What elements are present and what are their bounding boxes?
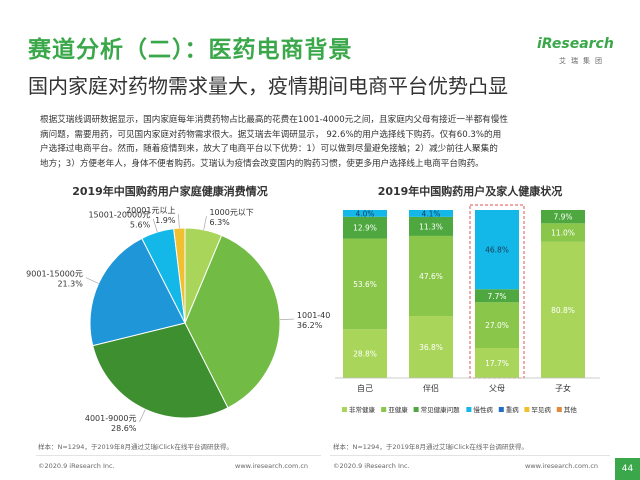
bar-value-label: 12.9% — [353, 224, 377, 233]
stacked-bar-chart: 28.8% 53.6% 12.9% 4.0% 36.8% 47.6% 11.3% 4.1% 17… — [335, 204, 600, 414]
bar-segment — [541, 241, 585, 378]
pie-slice-label: 4001-9000元 — [85, 414, 137, 423]
pie-slice-label: 1001-4000元 — [297, 311, 330, 320]
pie-value-label: 21.3% — [57, 280, 83, 289]
legend-label: 常见健康问题 — [421, 405, 461, 414]
pie-value-label: 28.6% — [111, 424, 137, 433]
legend-swatch — [498, 407, 504, 412]
pie-chart-title: 2019年中国购药用户家庭健康消费情况 — [72, 185, 268, 198]
bar-value-label: 11.3% — [419, 222, 443, 231]
footer-copyright: ©2020.9 iResearch Inc. — [333, 462, 410, 470]
bar-segment — [409, 210, 453, 217]
paragraph-line: 病问题，需要用药，可见国内家庭对药物需求很大。据艾瑞去年调研显示， 92.6%的… — [40, 129, 502, 140]
footer-copyright: ©2020.9 iResearch Inc. — [38, 462, 115, 470]
intro-paragraph: 根据艾瑞线调研数据显示，国内家庭每年消费药物占比最高的花费在1001-4000元… — [40, 113, 600, 171]
pie-slice-label: 9001-15000元 — [26, 270, 83, 279]
bar-chart-note: 样本：N=1294，于2019年8月通过艾瑞iClick在线平台调研获得。 — [333, 443, 528, 451]
page-title: 赛道分析（二）：医药电商背景 — [28, 37, 353, 63]
pie-slice — [184, 234, 281, 409]
x-tick-label: 子女 — [555, 383, 571, 393]
bar-value-label: 11.0% — [551, 229, 575, 238]
pie-value-label: 6.3% — [209, 218, 230, 227]
page-number: 44 — [615, 458, 640, 480]
legend-label: 非常健康 — [349, 405, 376, 414]
pie-leader-line — [203, 216, 207, 230]
footer-divider — [36, 455, 321, 456]
bar-value-label: 17.7% — [485, 359, 509, 368]
bar-segment — [343, 238, 387, 330]
bar-value-label: 46.8% — [485, 246, 509, 255]
legend-label: 罕见病 — [531, 405, 551, 414]
bar-segment — [475, 210, 519, 290]
bar-value-label: 80.8% — [551, 306, 575, 315]
pie-value-label: 1.9% — [155, 216, 176, 225]
bar-segment — [409, 216, 453, 236]
pie-slice-label: 15001-20000元 — [88, 211, 150, 220]
bar-value-label: 53.6% — [353, 280, 377, 289]
highlight-box — [469, 204, 525, 379]
bar-value-label: 4.0% — [355, 209, 374, 218]
footer-divider — [330, 455, 610, 456]
pie-leader-line — [152, 218, 158, 233]
x-tick-label: 伴侣 — [423, 383, 439, 393]
bar-value-label: 7.9% — [553, 213, 572, 222]
bar-chart-title: 2019年中国购药用户及家人健康状况 — [377, 185, 563, 198]
legend-label: 重病 — [506, 405, 520, 414]
bar-value-label: 28.8% — [353, 350, 377, 359]
bar-segment — [343, 210, 387, 217]
bar-value-label: 47.6% — [419, 272, 443, 281]
bar-segment — [541, 210, 585, 224]
paragraph-line: 根据艾瑞线调研数据显示，国内家庭每年消费药物占比最高的花费在1001-4000元… — [40, 115, 508, 125]
pie-leader-line — [178, 214, 180, 229]
logo-text: iResearch — [537, 36, 614, 52]
bar-segment — [475, 302, 519, 349]
iresearch-logo: iResearch 艾瑞集团 — [531, 36, 614, 76]
pie-leader-line — [139, 409, 146, 423]
pie-slice-label: 1000元以下 — [209, 208, 253, 217]
bar-segment — [541, 223, 585, 242]
bar-segment — [343, 329, 387, 378]
bar-value-label: 36.8% — [419, 343, 443, 352]
bar-segment — [343, 216, 387, 239]
legend-swatch — [342, 407, 347, 412]
bar-segment — [409, 316, 453, 378]
paragraph-line: 地方；3）方便老年人，身体不便者购药。艾瑞认为疫情会改变国内的购药习惯，使更多用… — [40, 158, 484, 169]
bar-value-label: 7.7% — [487, 292, 506, 301]
logo-cn-text: 艾瑞集团 — [559, 57, 607, 65]
legend-label: 亚健康 — [388, 405, 408, 414]
footer-url: www.iresearch.com.cn — [525, 462, 599, 470]
bar-segment — [409, 235, 453, 317]
bar-segment — [475, 289, 519, 303]
footer-url: www.iresearch.com.cn — [235, 462, 309, 470]
pie-slice-label: 20001元以上 — [126, 206, 175, 215]
bar-value-label: 4.1% — [421, 209, 440, 218]
pie-chart-note: 样本：N=1294，于2019年8月通过艾瑞iClick在线平台调研获得。 — [38, 443, 233, 451]
x-tick-label: 自己 — [357, 383, 373, 393]
paragraph-line: 户选择过电商平台。然而，随着疫情到来，放大了电商平台以下优势：1）可以做到尽量避… — [40, 144, 498, 154]
pie-leader-line — [85, 277, 99, 284]
pie-value-label: 5.6% — [130, 221, 151, 230]
legend-swatch — [413, 407, 419, 412]
legend-swatch — [524, 407, 530, 412]
bar-segment — [475, 348, 519, 378]
legend-label: 慢性病 — [473, 405, 493, 414]
legend-swatch — [556, 407, 562, 412]
pie-value-label: 36.2% — [297, 321, 323, 330]
legend-label: 其他 — [564, 405, 578, 414]
legend-swatch — [466, 407, 472, 412]
x-tick-label: 父母 — [489, 384, 505, 393]
page-subtitle: 国内家庭对药物需求量大，疫情期间电商平台优势凸显 — [28, 74, 508, 98]
pie-leader-line — [279, 318, 294, 320]
bar-value-label: 27.0% — [485, 321, 509, 330]
legend-swatch — [381, 407, 387, 412]
